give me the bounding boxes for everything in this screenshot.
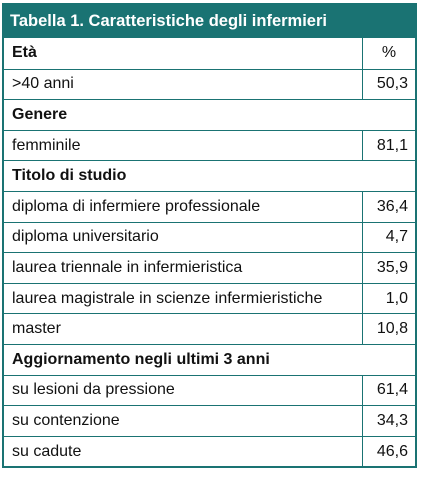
- table-section-row: Titolo di studio: [4, 160, 415, 191]
- table-row: su lesioni da pressione 61,4: [4, 374, 415, 406]
- row-value: 10,8: [362, 314, 415, 344]
- row-label: su lesioni da pressione: [12, 381, 175, 399]
- row-value: 35,9: [362, 253, 415, 283]
- row-value: 34,3: [362, 406, 415, 436]
- row-label: su contenzione: [12, 411, 120, 429]
- row-label: femminile: [12, 136, 81, 154]
- row-value: 46,6: [362, 436, 415, 467]
- section-label: Aggiornamento negli ultimi 3 anni: [12, 350, 270, 368]
- table-row: laurea triennale in infermieristica 35,9: [4, 252, 415, 283]
- characteristics-table: Tabella 1. Caratteristiche degli infermi…: [2, 3, 417, 469]
- table-row: su contenzione 34,3: [4, 405, 415, 436]
- row-label: >40 anni: [12, 75, 74, 93]
- table-title: Tabella 1. Caratteristiche degli infermi…: [4, 5, 415, 38]
- row-label: su cadute: [12, 442, 82, 460]
- row-value: 50,3: [362, 69, 415, 100]
- table-header-row: Età %: [4, 38, 415, 69]
- table-section-row: Genere: [4, 99, 415, 130]
- row-value: 61,4: [362, 375, 415, 406]
- row-label: master: [12, 320, 61, 338]
- table-row: su cadute 46,6: [4, 435, 415, 467]
- table-row: diploma universitario 4,7: [4, 221, 415, 253]
- table-body: Età % >40 anni 50,3 Genere femminile 81,1 Tit…: [4, 38, 415, 467]
- table-row: femminile 81,1: [4, 129, 415, 161]
- header-label: Età: [12, 44, 37, 62]
- row-value: 1,0: [362, 283, 415, 314]
- table-row: master 10,8: [4, 313, 415, 344]
- header-value: %: [362, 38, 415, 69]
- row-value: 81,1: [362, 130, 415, 161]
- table-row: laurea magistrale in scienze infermieris…: [4, 282, 415, 314]
- table-section-row: Aggiornamento negli ultimi 3 anni: [4, 343, 415, 375]
- row-label: diploma di infermiere professionale: [12, 197, 261, 215]
- row-value: 4,7: [362, 222, 415, 253]
- section-label: Genere: [12, 105, 68, 123]
- row-label: laurea triennale in infermieristica: [12, 258, 243, 276]
- table-row: diploma di infermiere professionale 36,4: [4, 190, 415, 222]
- row-label: laurea magistrale in scienze infermieris…: [12, 289, 323, 307]
- row-value: 36,4: [362, 191, 415, 222]
- section-label: Titolo di studio: [12, 167, 127, 185]
- table-row: >40 anni 50,3: [4, 68, 415, 100]
- row-label: diploma universitario: [12, 228, 159, 246]
